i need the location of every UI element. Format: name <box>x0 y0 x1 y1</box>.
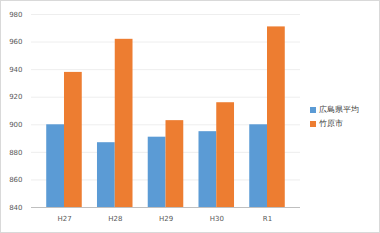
svg-text:R1: R1 <box>263 215 272 223</box>
svg-text:H29: H29 <box>159 215 173 223</box>
svg-text:980: 980 <box>9 11 22 19</box>
svg-text:940: 940 <box>9 66 22 74</box>
html-text:竹原市: 竹原市 <box>319 119 343 128</box>
svg-text:H30: H30 <box>210 215 224 223</box>
svg-text:860: 860 <box>9 176 22 184</box>
svg-text:H27: H27 <box>57 215 71 223</box>
svg-text:840: 840 <box>9 204 22 212</box>
svg-text:880: 880 <box>9 149 22 157</box>
html-text:広島県平均: 広島県平均 <box>319 105 359 114</box>
svg-text:H28: H28 <box>108 215 122 223</box>
svg-text:900: 900 <box>9 121 22 129</box>
svg-text:920: 920 <box>9 93 22 101</box>
svg-text:960: 960 <box>9 38 22 46</box>
